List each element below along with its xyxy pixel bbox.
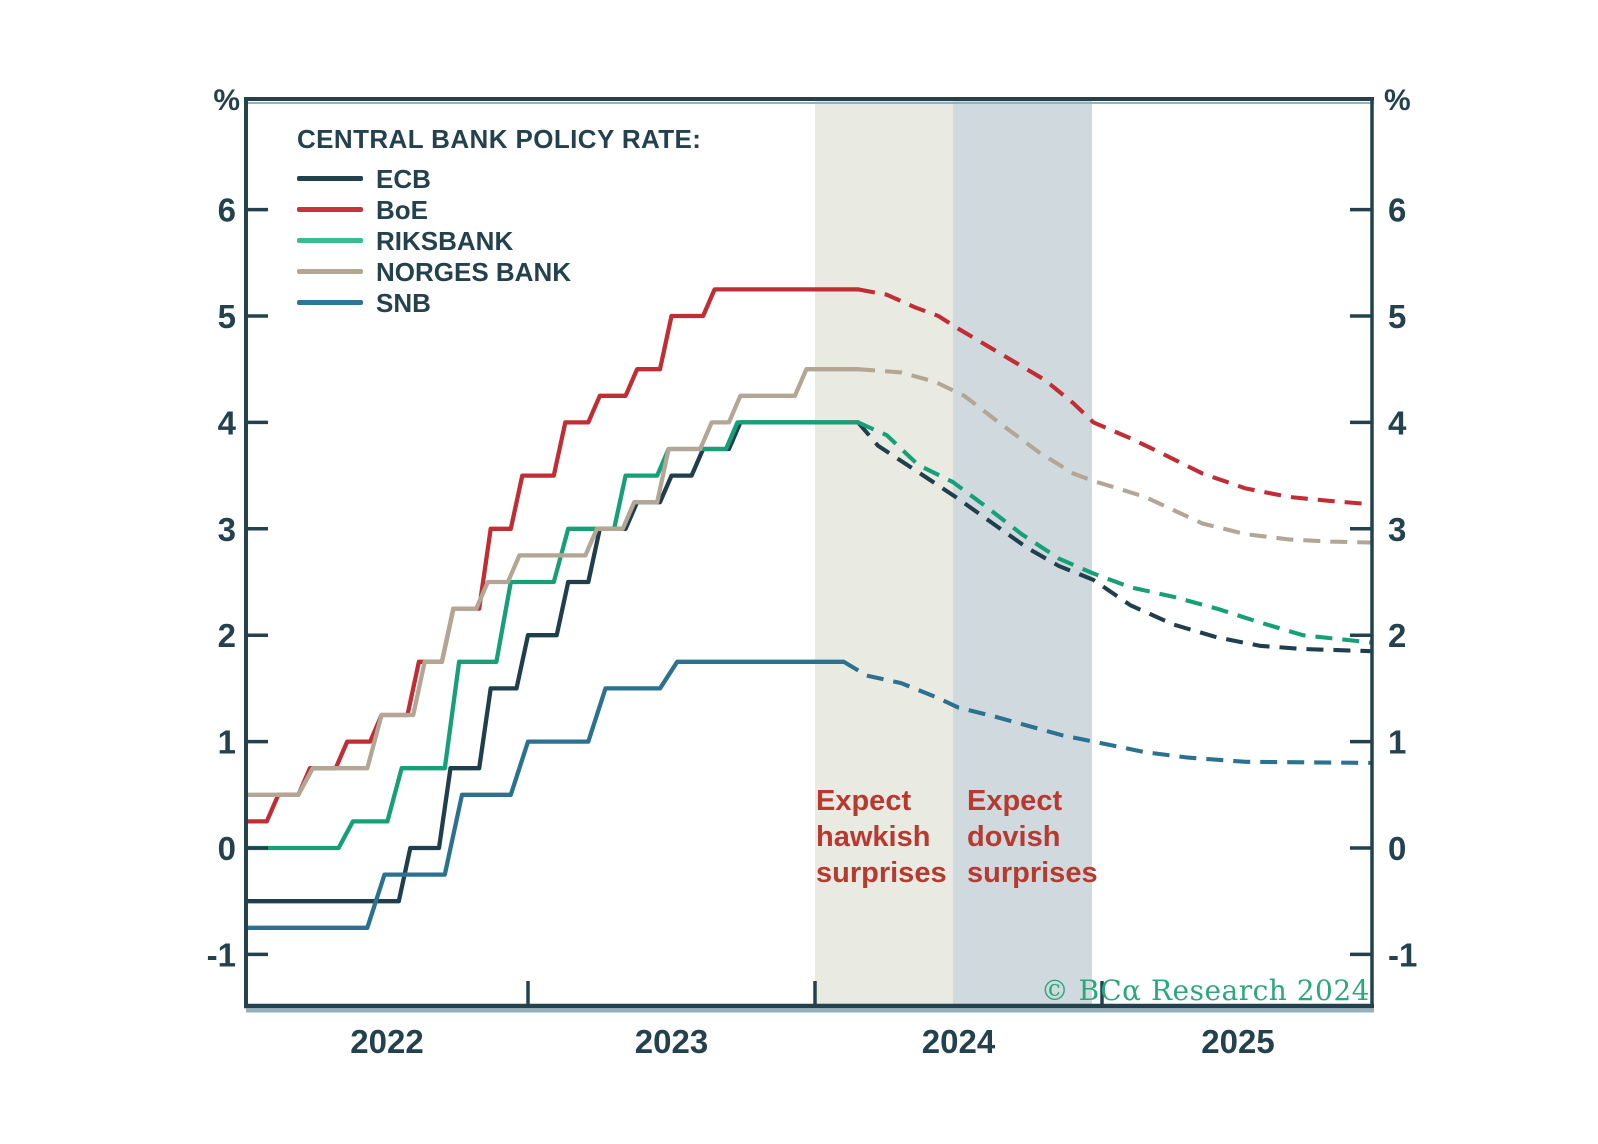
legend: CENTRAL BANK POLICY RATE: ECB BoE RIKSBA…	[297, 124, 701, 318]
series-line-ecb-forecast	[856, 421, 1372, 654]
x-year-label-2023: 2023	[635, 1023, 708, 1060]
series-line-ecb-history	[244, 420, 861, 904]
y-tick-label-left-0: 0	[218, 830, 236, 867]
bca-research-watermark: © BCα Research 2024	[1040, 974, 1370, 1007]
legend-label-snb: SNB	[376, 287, 431, 318]
band-expect-dovish-surprises	[952, 99, 1092, 1006]
legend-label-norges-bank: NORGES BANK	[376, 256, 572, 287]
legend-label-boe: BoE	[376, 194, 428, 225]
series-line-snb-forecast	[842, 660, 1372, 765]
snb-line-swatch-icon	[297, 300, 363, 305]
legend-label-ecb: ECB	[376, 163, 431, 194]
series-line-riksbank-forecast	[857, 420, 1373, 645]
y-tick-label-right-4: 4	[1388, 404, 1407, 441]
series-line-norges-bank-history	[244, 367, 861, 797]
series-line-norges-bank-forecast	[857, 367, 1372, 545]
ecb-line-swatch-icon	[297, 176, 363, 181]
annotation-expect-hawkish-surprises: Expect hawkish surprises	[816, 785, 947, 889]
legend-label-riksbank: RIKSBANK	[376, 225, 514, 256]
x-year-label-2025: 2025	[1201, 1023, 1274, 1060]
y-tick-label-left-4: 4	[218, 404, 237, 441]
legend-item-snb: SNB	[297, 287, 701, 318]
y-tick-label-right-1: 1	[1388, 724, 1406, 761]
y-tick-label-right-5: 5	[1388, 298, 1406, 335]
y-tick-label-right-3: 3	[1388, 511, 1406, 548]
x-year-label-2022: 2022	[350, 1023, 423, 1060]
y-tick-label-left-2: 2	[218, 617, 236, 654]
series-line-boe-forecast	[857, 287, 1372, 507]
boe-line-swatch-icon	[297, 207, 363, 212]
y-tick-label-left--1: -1	[207, 936, 236, 973]
band-expect-hawkish-surprises	[815, 99, 953, 1006]
y-axis-unit-left: %	[213, 84, 240, 117]
y-tick-label-right-0: 0	[1388, 830, 1406, 867]
y-axis-unit-right: %	[1384, 84, 1411, 117]
legend-item-riksbank: RIKSBANK	[297, 225, 701, 256]
x-year-label-2024: 2024	[922, 1023, 996, 1060]
y-tick-label-left-3: 3	[218, 511, 236, 548]
series-line-snb-history	[244, 659, 846, 930]
annotation-expect-dovish-surprises: Expect dovish surprises	[967, 785, 1098, 889]
legend-item-norges-bank: NORGES BANK	[297, 256, 701, 287]
norges-bank-line-swatch-icon	[297, 269, 363, 274]
y-tick-label-right-2: 2	[1388, 617, 1406, 654]
y-tick-label-left-5: 5	[218, 298, 236, 335]
y-tick-label-right-6: 6	[1388, 192, 1406, 229]
riksbank-line-swatch-icon	[297, 238, 363, 243]
y-tick-label-left-6: 6	[218, 192, 236, 229]
y-tick-label-left-1: 1	[218, 724, 236, 761]
y-tick-label-right--1: -1	[1388, 936, 1417, 973]
legend-item-ecb: ECB	[297, 163, 701, 194]
legend-title: CENTRAL BANK POLICY RATE:	[297, 124, 702, 154]
legend-item-boe: BoE	[297, 194, 701, 225]
